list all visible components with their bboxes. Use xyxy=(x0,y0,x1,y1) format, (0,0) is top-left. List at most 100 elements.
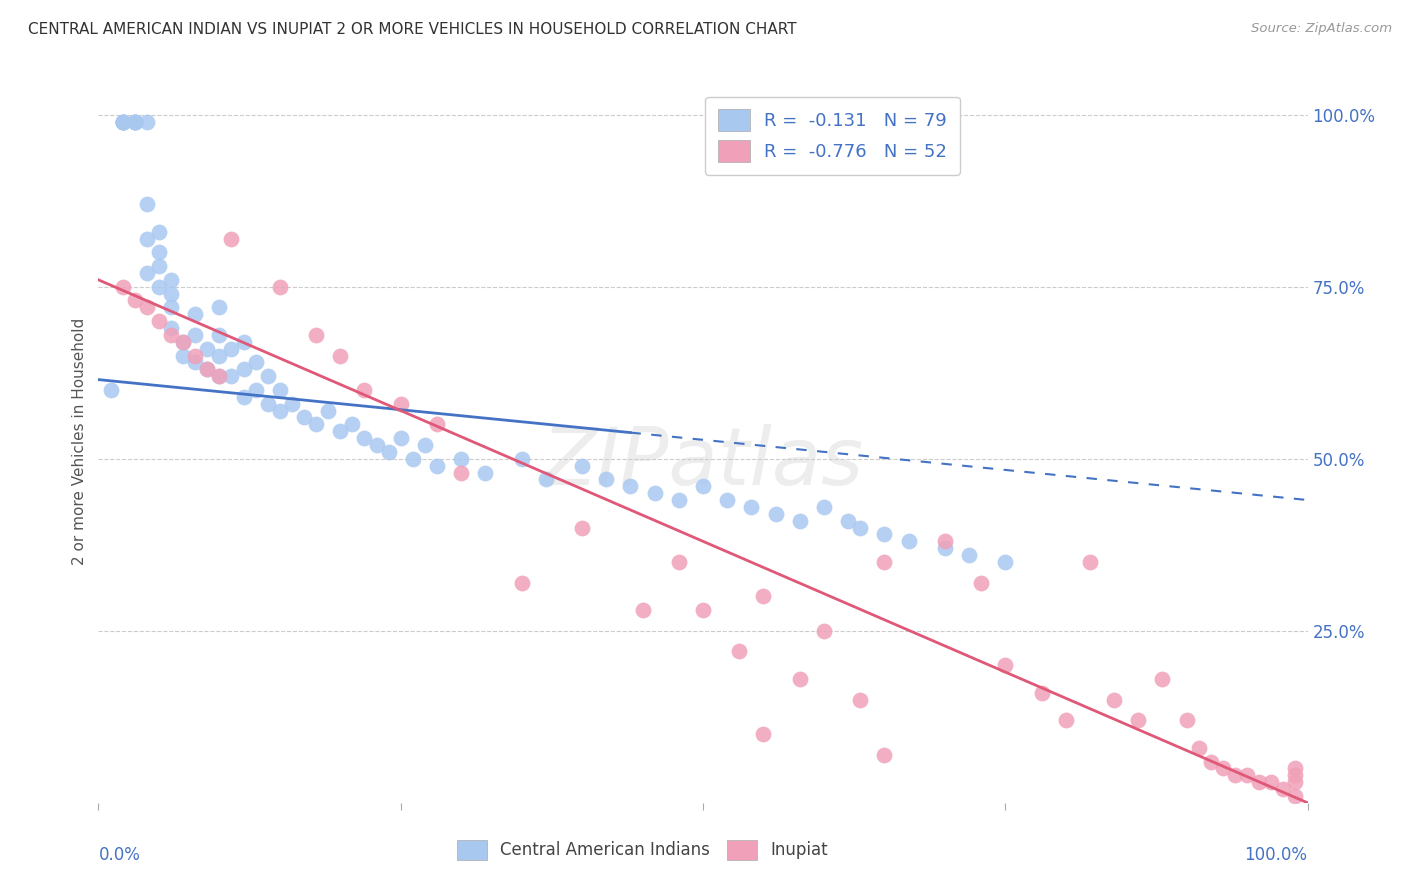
Point xyxy=(292,410,315,425)
Point xyxy=(873,747,896,762)
Y-axis label: 2 or more Vehicles in Household: 2 or more Vehicles in Household xyxy=(72,318,87,566)
Text: Source: ZipAtlas.com: Source: ZipAtlas.com xyxy=(1251,22,1392,36)
Point xyxy=(353,383,375,397)
Point xyxy=(148,314,170,328)
Point xyxy=(450,451,472,466)
Point xyxy=(160,273,183,287)
Text: ZIPatlas: ZIPatlas xyxy=(541,425,865,502)
Point xyxy=(1199,755,1222,769)
Point xyxy=(873,527,896,541)
Point xyxy=(281,397,304,411)
Point xyxy=(208,369,231,384)
Point xyxy=(148,245,170,260)
Point xyxy=(813,624,835,638)
Text: CENTRAL AMERICAN INDIAN VS INUPIAT 2 OR MORE VEHICLES IN HOUSEHOLD CORRELATION C: CENTRAL AMERICAN INDIAN VS INUPIAT 2 OR … xyxy=(28,22,797,37)
Point xyxy=(426,458,449,473)
Point xyxy=(124,293,146,308)
Point xyxy=(1078,555,1101,569)
Point xyxy=(510,575,533,590)
Point xyxy=(329,349,352,363)
Point xyxy=(160,301,183,315)
Point xyxy=(195,342,218,356)
Point xyxy=(195,362,218,376)
Point xyxy=(135,301,157,315)
Point xyxy=(172,334,194,349)
Point xyxy=(208,301,231,315)
Point xyxy=(510,451,533,466)
Point xyxy=(1175,713,1198,727)
Point xyxy=(389,397,412,411)
Point xyxy=(1284,775,1306,789)
Point xyxy=(184,349,207,363)
Point xyxy=(1236,768,1258,782)
Point xyxy=(619,479,641,493)
Point xyxy=(728,644,751,658)
Point xyxy=(111,279,134,293)
Point xyxy=(752,590,775,604)
Point xyxy=(534,472,557,486)
Point xyxy=(111,114,134,128)
Point xyxy=(111,114,134,128)
Point xyxy=(124,114,146,128)
Point xyxy=(631,603,654,617)
Point xyxy=(1212,761,1234,775)
Point xyxy=(148,225,170,239)
Point xyxy=(111,114,134,128)
Point xyxy=(1128,713,1150,727)
Point xyxy=(1284,761,1306,775)
Point xyxy=(160,286,183,301)
Point xyxy=(342,417,364,432)
Point xyxy=(221,231,243,245)
Point xyxy=(740,500,762,514)
Point xyxy=(752,727,775,741)
Point xyxy=(849,520,872,534)
Point xyxy=(245,383,267,397)
Point xyxy=(450,466,472,480)
Point xyxy=(402,451,425,466)
Point xyxy=(1152,672,1174,686)
Point xyxy=(305,327,328,342)
Point xyxy=(571,458,593,473)
Point xyxy=(668,493,690,508)
Point xyxy=(970,575,993,590)
Point xyxy=(389,431,412,445)
Point xyxy=(172,349,194,363)
Point xyxy=(692,479,714,493)
Text: 0.0%: 0.0% xyxy=(98,847,141,864)
Point xyxy=(1272,782,1295,797)
Point xyxy=(184,307,207,321)
Point xyxy=(1284,789,1306,803)
Point xyxy=(256,397,278,411)
Point xyxy=(377,445,399,459)
Point xyxy=(232,362,254,376)
Point xyxy=(100,383,122,397)
Point xyxy=(413,438,436,452)
Point xyxy=(765,507,787,521)
Point xyxy=(366,438,388,452)
Point xyxy=(111,114,134,128)
Point xyxy=(269,383,291,397)
Point xyxy=(994,555,1017,569)
Point xyxy=(184,327,207,342)
Point xyxy=(716,493,738,508)
Point xyxy=(595,472,617,486)
Point xyxy=(160,327,183,342)
Point xyxy=(644,486,666,500)
Point xyxy=(208,327,231,342)
Point xyxy=(426,417,449,432)
Point xyxy=(994,658,1017,673)
Point xyxy=(668,555,690,569)
Point xyxy=(813,500,835,514)
Point xyxy=(148,259,170,273)
Point xyxy=(849,692,872,706)
Point xyxy=(873,555,896,569)
Point xyxy=(316,403,339,417)
Point xyxy=(221,342,243,356)
Point xyxy=(148,279,170,293)
Point xyxy=(1260,775,1282,789)
Point xyxy=(1031,686,1053,700)
Point xyxy=(789,514,811,528)
Point xyxy=(124,114,146,128)
Point xyxy=(957,548,980,562)
Point xyxy=(1284,768,1306,782)
